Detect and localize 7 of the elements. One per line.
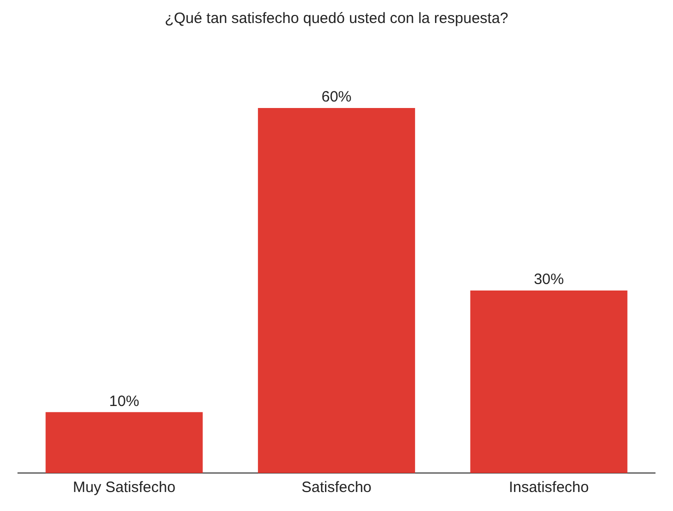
data-label: 10% (109, 392, 140, 410)
data-label: 30% (534, 271, 564, 288)
x-tick-label: Muy Satisfecho (72, 479, 176, 496)
x-tick-label: Insatisfecho (508, 479, 589, 496)
x-tick-label: Satisfecho (301, 479, 372, 496)
chart-title: ¿Qué tan satisfecho quedó usted con la respuesta? (164, 10, 508, 28)
data-label: 60% (321, 88, 352, 106)
